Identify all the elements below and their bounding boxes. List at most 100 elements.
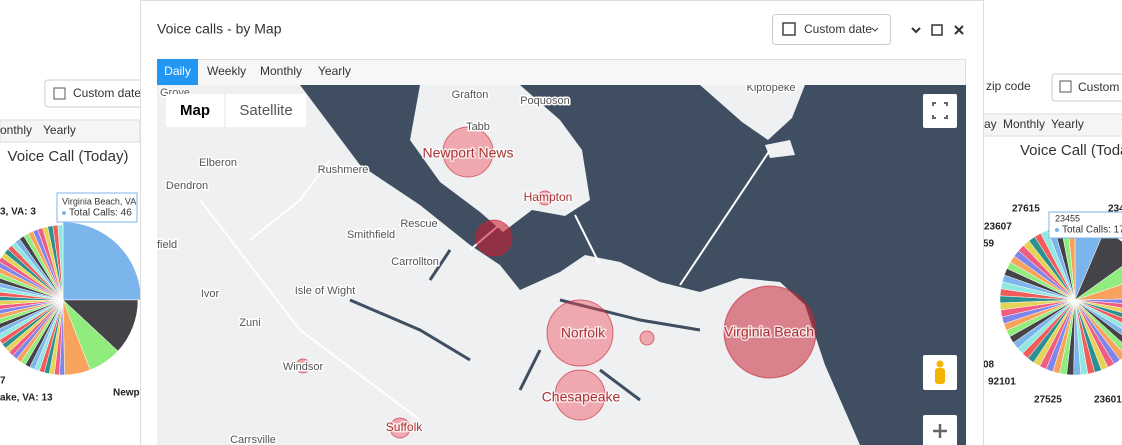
pie-slice[interactable]	[0, 299, 64, 335]
land	[765, 140, 795, 158]
map-label: Zuni	[239, 317, 260, 329]
tab[interactable]: Daily	[164, 64, 191, 78]
map-bubble[interactable]	[442, 126, 494, 178]
pie-slice[interactable]	[1074, 256, 1122, 301]
map-label: Elberon	[199, 157, 237, 169]
pie-slice[interactable]	[0, 299, 64, 340]
pie-slice[interactable]	[0, 299, 64, 316]
close-button[interactable]	[954, 25, 964, 35]
map-bubble[interactable]	[389, 417, 411, 439]
map-type-control	[166, 94, 306, 127]
calendar-icon	[1059, 80, 1072, 93]
collapse-button[interactable]	[911, 27, 921, 34]
tooltip	[1048, 211, 1122, 239]
chart-title: Voice Call (Today)	[8, 148, 129, 165]
map-bubble[interactable]	[554, 369, 606, 421]
map-bubble[interactable]	[723, 285, 817, 379]
map-label: Isle of Wight	[295, 285, 356, 297]
map[interactable]: Grove Grafton Poquoson Tabb Newport News…	[157, 82, 966, 445]
pie-slice[interactable]	[1074, 276, 1122, 301]
right-panel: zip code Custom da ay Monthly Yearly Voi…	[982, 73, 1122, 406]
pie-label: 7	[0, 376, 6, 387]
map-bubble[interactable]	[537, 190, 553, 206]
map-label: Rescue	[400, 218, 437, 230]
map-label: Grafton	[452, 89, 489, 101]
map-label: Hampton	[524, 190, 573, 204]
map-label: Kiptopeke	[747, 82, 796, 94]
land	[410, 85, 590, 232]
map-label: Norfolk	[561, 325, 606, 341]
active-tab	[157, 59, 198, 86]
tab[interactable]: Yearly	[1051, 117, 1084, 131]
date-button-label: Custom date	[804, 22, 872, 36]
pie-label: 92101	[988, 377, 1016, 388]
map-bubble[interactable]	[295, 358, 311, 374]
map-bubble[interactable]	[475, 219, 513, 257]
pie-slice[interactable]	[0, 291, 64, 301]
map-type-button[interactable]: Map	[180, 102, 210, 119]
tab[interactable]: Yearly	[318, 64, 351, 78]
pegman-icon	[936, 360, 944, 368]
pie-slice[interactable]	[0, 299, 64, 306]
map-label: Ivor	[201, 288, 220, 300]
map-label: field	[157, 239, 177, 251]
date-button-label: Custom date	[73, 86, 141, 100]
map-label: Smithfield	[347, 229, 395, 241]
fullscreen-button[interactable]	[923, 94, 957, 128]
pie-label: 3, VA: 3	[0, 207, 36, 218]
left-panel: Custom date onthly Yearly Voice Call (To…	[0, 0, 144, 445]
map-label: Poquoson	[520, 95, 570, 107]
pie	[999, 221, 1122, 376]
map-label: Suffolk	[386, 420, 423, 434]
tab[interactable]: onthly	[0, 123, 32, 137]
modal-title: Voice calls - by Map	[157, 21, 282, 37]
map-label: Tabb	[466, 121, 490, 133]
tooltip-label: Total Calls: 46	[69, 208, 132, 219]
chart-title: Voice Call (Today	[1020, 142, 1122, 159]
pie-slice[interactable]	[0, 299, 64, 321]
pie-label: 234	[1108, 204, 1122, 215]
pie	[0, 221, 142, 376]
river	[349, 249, 701, 402]
map-label: Virginia Beach	[724, 324, 814, 340]
map-label: Dendron	[166, 180, 208, 192]
filter-label: zip code	[986, 79, 1031, 93]
map-type-button[interactable]: Satellite	[239, 102, 292, 119]
tab[interactable]: Monthly	[260, 64, 302, 78]
map-bubble[interactable]	[639, 330, 655, 346]
tooltip-label: Total Calls: 17	[1062, 225, 1122, 236]
pie-slice[interactable]	[57, 224, 64, 301]
tab[interactable]: Weekly	[207, 64, 246, 78]
chevron	[871, 27, 879, 32]
tab[interactable]: ay	[984, 117, 997, 131]
tab[interactable]: Monthly	[1003, 117, 1045, 131]
tooltip-dot	[1055, 228, 1059, 232]
pie-label: ake, VA: 13	[0, 393, 53, 404]
tooltip-title: Virginia Beach, VA	[62, 196, 136, 206]
fullscreen-icon	[932, 102, 948, 119]
date-button-label: Custom da	[1078, 80, 1122, 94]
tooltip-dot	[62, 211, 66, 215]
pie-label: 27615	[1012, 204, 1040, 215]
zoom-icon	[933, 424, 947, 438]
pie-label: Newp	[113, 388, 140, 399]
pie-slice[interactable]	[0, 299, 64, 345]
land	[700, 85, 805, 140]
pie-label: 59	[983, 239, 995, 250]
tooltip	[56, 192, 138, 223]
pie-slice[interactable]	[0, 299, 64, 311]
pie-label: 23601	[1094, 395, 1122, 406]
map-label: Rushmere	[318, 164, 369, 176]
maximize-button[interactable]	[931, 24, 943, 36]
modal: Voice calls - by Map Custom date Daily W…	[140, 0, 984, 445]
tab[interactable]: Yearly	[43, 123, 76, 137]
map-label: Carrsville	[230, 434, 276, 445]
date-button[interactable]	[772, 14, 891, 45]
pegman-icon	[935, 368, 945, 384]
pie-label: 23607	[984, 222, 1012, 233]
map-bubble[interactable]	[546, 299, 614, 367]
calendar-icon	[53, 87, 66, 100]
calendar-icon	[782, 22, 796, 36]
map-label: Newport News	[422, 145, 513, 161]
